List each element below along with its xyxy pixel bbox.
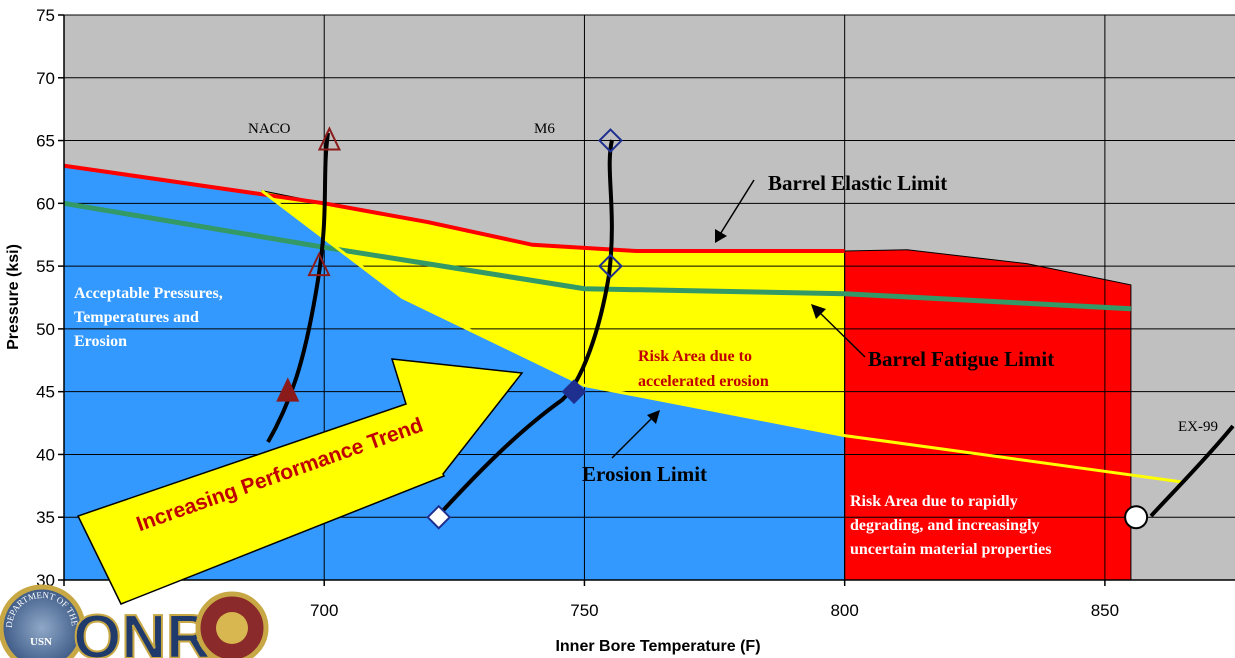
elastic-limit-line — [64, 163, 845, 253]
x-axis-title: Inner Bore Temperature (F) — [555, 638, 760, 655]
x-tick-label: 750 — [570, 601, 598, 620]
y-tick-label: 35 — [36, 508, 55, 527]
propellant-markers — [276, 126, 1149, 530]
seal-usn-text: USN — [30, 636, 52, 648]
ex99-curve — [1149, 424, 1235, 518]
elastic-limit-label: Barrel Elastic Limit — [768, 171, 947, 195]
acceptable-label-line-1: Acceptable Pressures, — [74, 285, 223, 302]
erosion-limit-arrowhead — [647, 410, 660, 424]
material-risk-label-line-3: uncertain material properties — [850, 541, 1051, 558]
x-tick-label: 800 — [830, 601, 858, 620]
material-risk-label-line-2: degrading, and increasingly — [850, 517, 1040, 534]
erosion-limit-pointer — [611, 414, 656, 459]
y-tick-label: 60 — [36, 194, 55, 213]
y-tick-label: 75 — [36, 6, 55, 25]
y-tick-label: 50 — [36, 320, 55, 339]
y-tick-label: 45 — [36, 383, 55, 402]
naco-label: NACO — [248, 121, 291, 137]
y-tick-label: 70 — [36, 69, 55, 88]
navy-seal — [0, 584, 86, 658]
onr-letters: ONR — [73, 603, 211, 658]
material-risk-label-line-1: Risk Area due to rapidly — [850, 493, 1018, 510]
x-tick-label: 850 — [1091, 601, 1119, 620]
fatigue-limit-arrowhead — [811, 304, 826, 319]
elastic-limit-pointer — [718, 179, 755, 237]
naco-marker — [307, 251, 331, 277]
m6-marker — [598, 253, 623, 279]
naco-marker — [317, 126, 342, 151]
m6-label: M6 — [534, 121, 555, 137]
trend-arrow-shape — [76, 358, 524, 605]
fatigue-limit-label: Barrel Fatigue Limit — [868, 347, 1054, 371]
acceptable-label-line-2: Temperatures and — [74, 309, 199, 326]
y-tick-label: 65 — [36, 132, 55, 151]
x-tick-label: 700 — [310, 601, 338, 620]
erosion-risk-label-line-1: Risk Area due to — [638, 348, 752, 365]
acceptable-label-line-3: Erosion — [74, 333, 127, 350]
naco-marker — [276, 377, 300, 402]
erosion-risk-label-line-2: accelerated erosion — [638, 373, 769, 390]
m6-curve — [436, 139, 614, 518]
eagle-globe-anchor-icon — [216, 612, 248, 644]
m6-marker — [561, 379, 587, 405]
erosion-limit-label: Erosion Limit — [582, 462, 707, 486]
erosion-limit-line — [260, 189, 1184, 484]
elastic-limit-arrowhead — [715, 229, 727, 243]
y-tick-label: 55 — [36, 257, 55, 276]
y-tick-label: 40 — [36, 445, 55, 464]
m6-marker — [426, 504, 452, 530]
y-axis-title: Pressure (ksi) — [5, 244, 22, 350]
m6-marker — [598, 128, 623, 153]
fatigue-limit-line — [64, 200, 1132, 312]
ex-99-marker — [1124, 505, 1149, 530]
fatigue-limit-pointer — [815, 308, 866, 358]
ex99-label: EX-99 — [1178, 419, 1218, 435]
